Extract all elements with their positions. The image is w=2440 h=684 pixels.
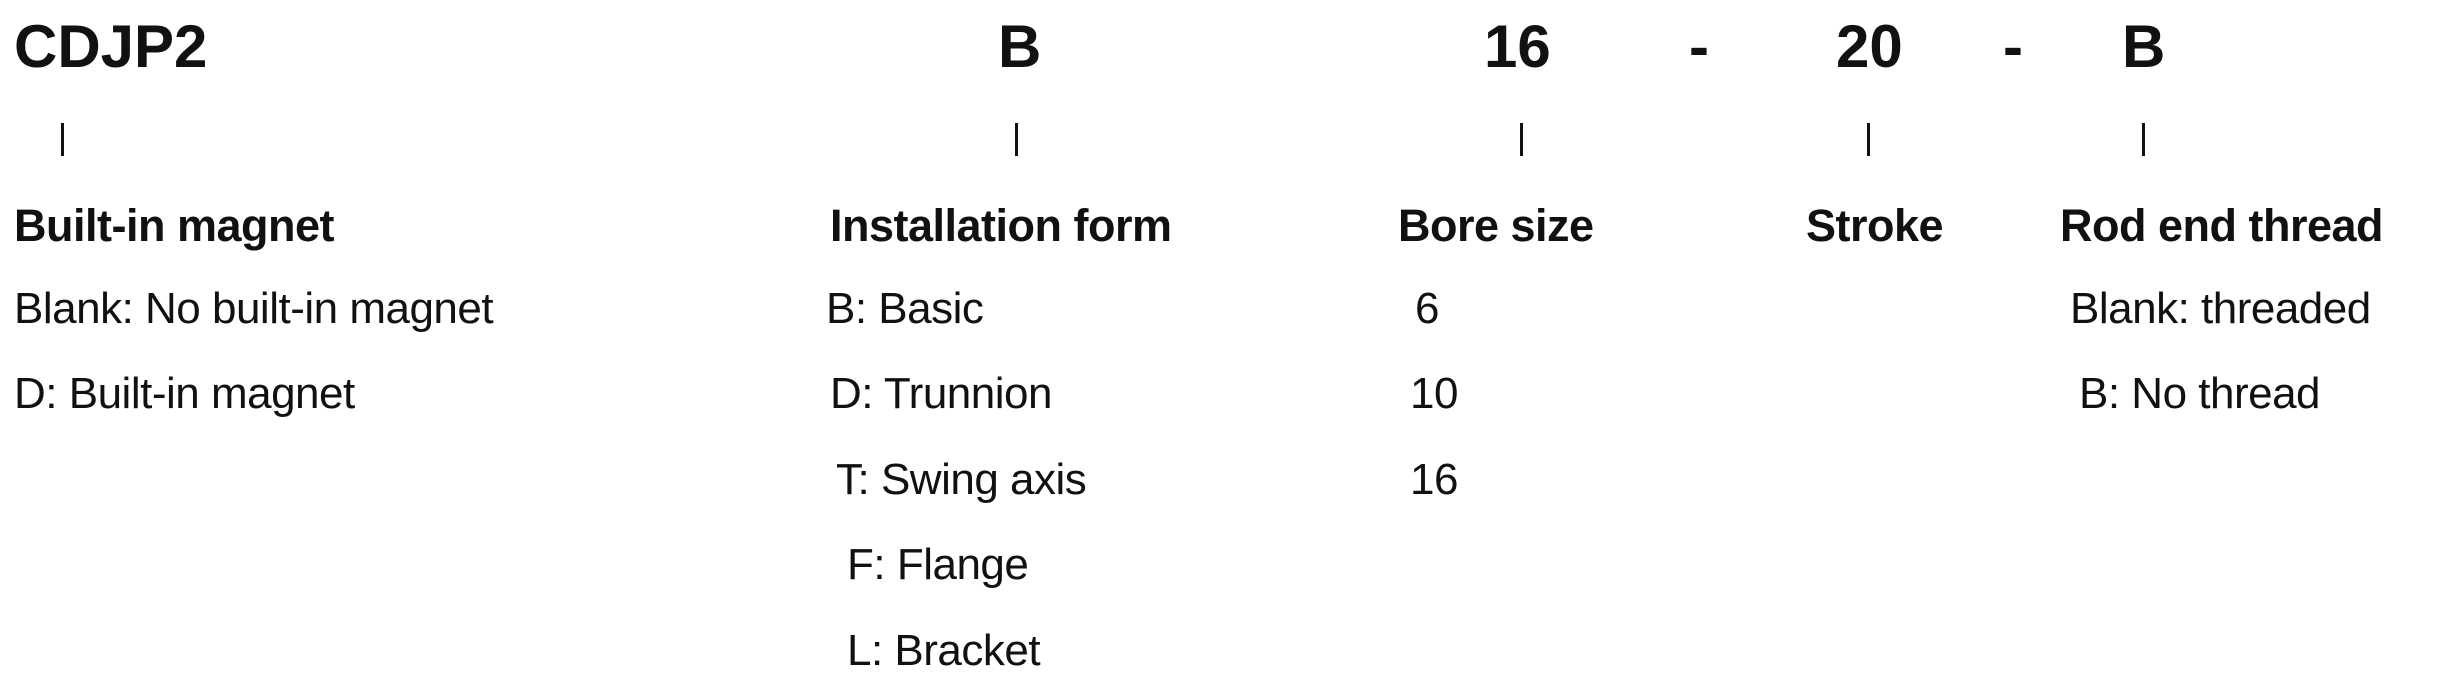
option-item: F: Flange bbox=[847, 540, 1029, 589]
section-title: Installation form bbox=[830, 200, 1172, 251]
code-series: CDJP2 bbox=[14, 13, 208, 80]
code-stroke: 20 bbox=[1836, 13, 1903, 80]
option-item: D: Built-in magnet bbox=[14, 369, 355, 418]
connector-line bbox=[2142, 123, 2145, 156]
connector-line bbox=[1015, 123, 1018, 156]
code-installation: B bbox=[998, 13, 1042, 80]
section-title: Bore size bbox=[1398, 200, 1594, 251]
option-item: 16 bbox=[1410, 455, 1458, 504]
connector-line bbox=[1867, 123, 1870, 156]
section-title: Built-in magnet bbox=[14, 200, 334, 251]
code-rod-end: B bbox=[2122, 13, 2166, 80]
option-item: 6 bbox=[1415, 284, 1439, 333]
section-title: Rod end thread bbox=[2060, 200, 2384, 251]
code-separator: - bbox=[2003, 13, 2023, 80]
code-bore: 16 bbox=[1484, 13, 1551, 80]
connector-line bbox=[61, 123, 64, 156]
option-item: L: Bracket bbox=[847, 626, 1041, 675]
option-item: 10 bbox=[1410, 369, 1458, 418]
option-item: B: No thread bbox=[2079, 369, 2321, 418]
option-item: D: Trunnion bbox=[830, 369, 1052, 418]
option-item: Blank: No built-in magnet bbox=[14, 284, 494, 333]
code-separator: - bbox=[1689, 13, 1709, 80]
option-item: B: Basic bbox=[826, 284, 984, 333]
connector-line bbox=[1520, 123, 1523, 156]
option-item: T: Swing axis bbox=[836, 455, 1087, 504]
option-item: Blank: threaded bbox=[2070, 284, 2371, 333]
section-title: Stroke bbox=[1806, 200, 1944, 251]
